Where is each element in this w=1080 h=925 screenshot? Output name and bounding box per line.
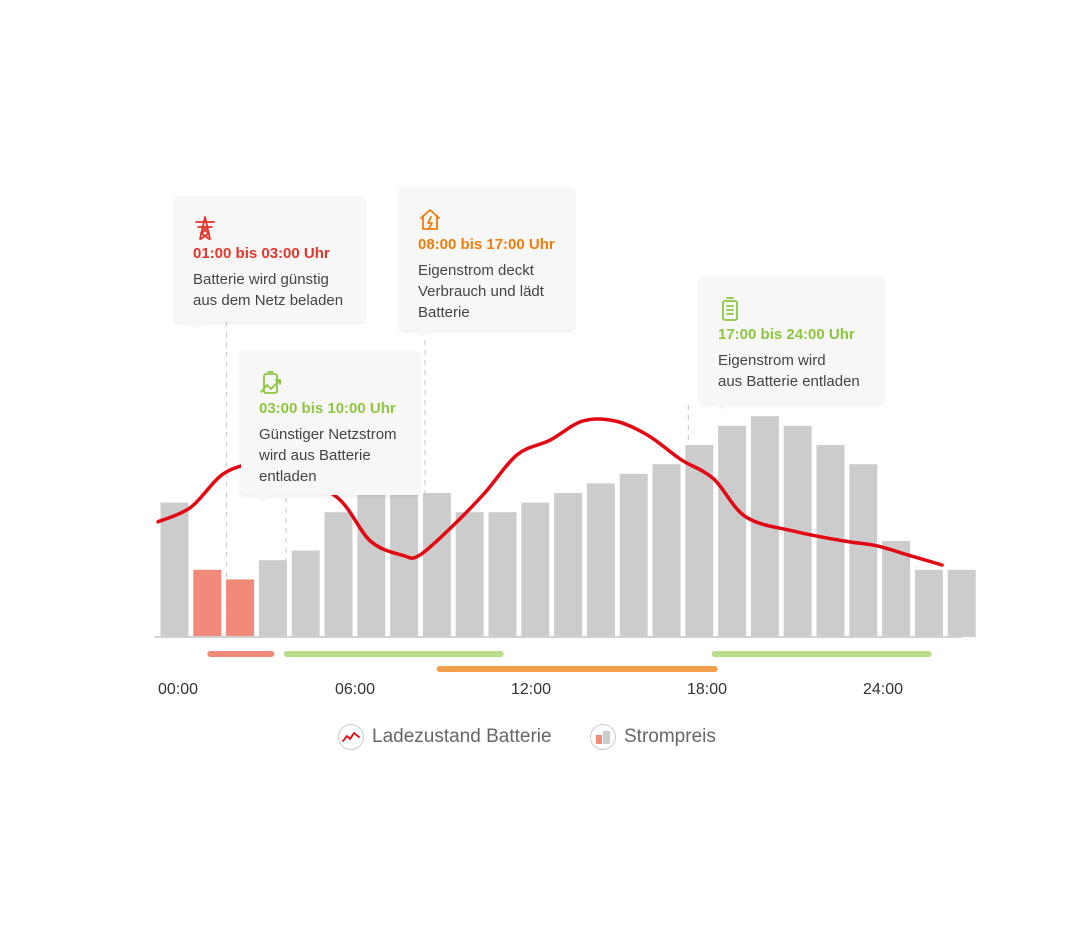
callout-grid-charge: 01:00 bis 03:00 Uhr Batterie wird günsti…	[175, 197, 364, 329]
price-bar	[882, 541, 911, 637]
callout-text: Batterie wird günstig aus dem Netz belad…	[193, 271, 344, 309]
price-bar	[521, 502, 550, 637]
price-bar	[160, 502, 189, 637]
x-tick-label: 12:00	[510, 681, 552, 698]
price-bar	[718, 425, 747, 637]
callout-self-consumption: 08:00 bis 17:00 Uhr Eigenstrom deckt Ver…	[400, 188, 574, 337]
price-bar	[357, 493, 386, 637]
x-tick-label: 18:00	[686, 681, 728, 698]
price-bar	[488, 512, 517, 637]
callout-text: Günstiger Netzstrom wird aus Batterie en…	[259, 426, 397, 485]
price-bars	[160, 416, 976, 637]
line-chart-icon	[338, 724, 364, 750]
legend-label: Ladezustand Batterie	[372, 726, 552, 747]
x-tick-label: 06:00	[334, 681, 376, 698]
callout-battery-discharge: 03:00 bis 10:00 Uhr Günstiger Netzstrom …	[241, 352, 419, 502]
power-tower-icon	[195, 216, 215, 240]
price-bar	[849, 464, 878, 637]
price-bar	[291, 550, 320, 637]
price-bar	[193, 569, 222, 637]
price-bar	[226, 579, 255, 637]
legend-item-soc: Ladezustand Batterie	[338, 724, 552, 750]
callout-time: 01:00 bis 03:00 Uhr	[193, 245, 330, 262]
callout-text: Eigenstrom wird aus Batterie entladen	[718, 352, 860, 390]
price-bar	[652, 464, 681, 637]
legend-item-price: Strompreis	[590, 724, 716, 750]
x-tick-label: 24:00	[862, 681, 904, 698]
solar-house-icon	[420, 209, 440, 230]
x-tick-label: 00:00	[157, 681, 199, 698]
price-bar	[554, 493, 583, 637]
battery-icon	[722, 297, 738, 321]
callout-evening-discharge: 17:00 bis 24:00 Uhr Eigenstrom wird aus …	[700, 278, 883, 410]
price-bar	[455, 512, 484, 637]
price-bar	[947, 569, 976, 637]
bar-chart-icon	[590, 724, 616, 750]
price-bar	[258, 560, 287, 637]
legend: Ladezustand Batterie Strompreis	[0, 724, 1080, 754]
price-bar	[914, 569, 943, 637]
battery-discharge-icon	[260, 371, 281, 394]
price-bar	[619, 473, 648, 637]
price-bar	[390, 483, 419, 637]
price-bar	[324, 512, 353, 637]
callout-time: 17:00 bis 24:00 Uhr	[718, 326, 855, 343]
callout-text: Eigenstrom deckt Verbrauch und lädt Batt…	[418, 262, 544, 321]
time-bands	[207, 651, 932, 672]
callout-time: 08:00 bis 17:00 Uhr	[418, 236, 555, 253]
price-bar	[586, 483, 615, 637]
callout-time: 03:00 bis 10:00 Uhr	[259, 400, 396, 417]
legend-label: Strompreis	[624, 726, 716, 747]
price-bar	[422, 493, 451, 637]
